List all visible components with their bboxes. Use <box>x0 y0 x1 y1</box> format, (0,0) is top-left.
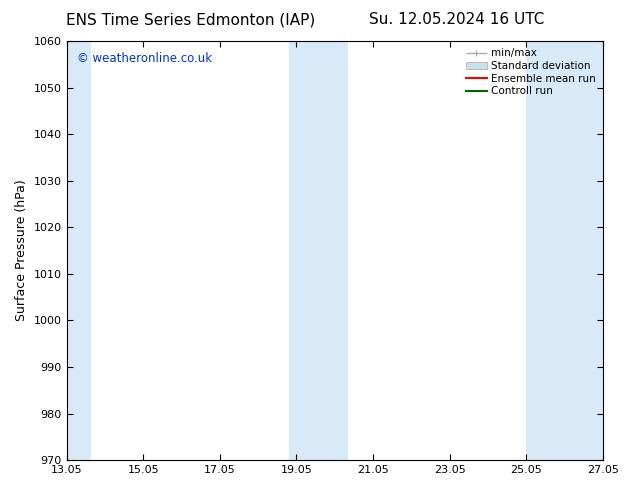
Bar <box>289 41 348 460</box>
Text: © weatheronline.co.uk: © weatheronline.co.uk <box>77 51 212 65</box>
Legend: min/max, Standard deviation, Ensemble mean run, Controll run: min/max, Standard deviation, Ensemble me… <box>464 46 598 98</box>
Bar <box>526 41 603 460</box>
Bar <box>67 41 91 460</box>
Text: ENS Time Series Edmonton (IAP): ENS Time Series Edmonton (IAP) <box>65 12 315 27</box>
Y-axis label: Surface Pressure (hPa): Surface Pressure (hPa) <box>15 180 28 321</box>
Text: Su. 12.05.2024 16 UTC: Su. 12.05.2024 16 UTC <box>369 12 544 27</box>
